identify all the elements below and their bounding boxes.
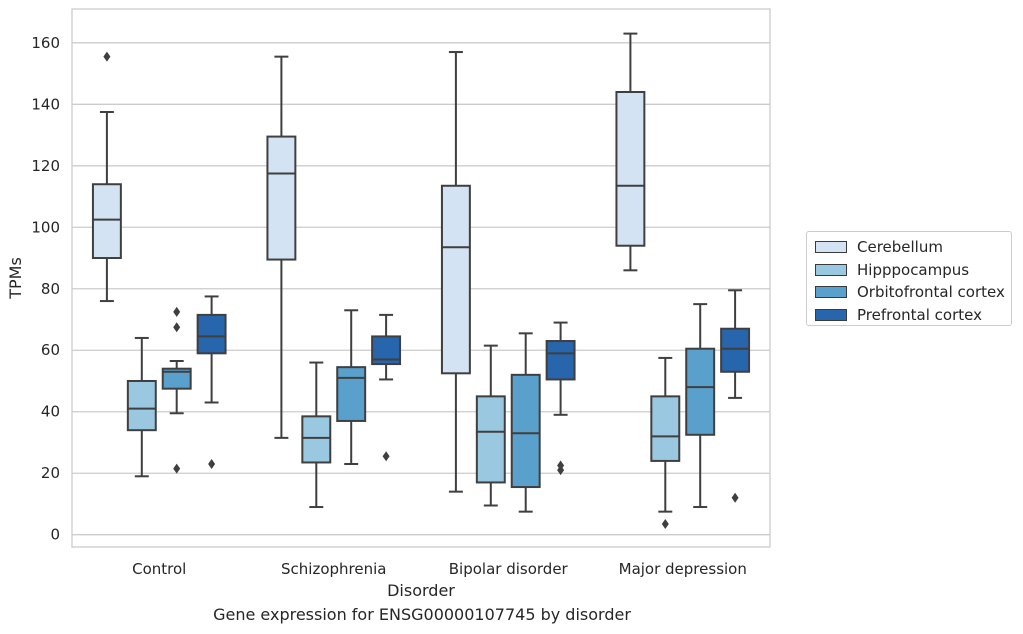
y-tick-label-120: 120 <box>31 157 60 175</box>
plot-frame <box>71 8 771 548</box>
box-cerebellum-schizophrenia <box>266 55 297 439</box>
outlier-point <box>661 518 669 529</box>
outlier-point <box>731 492 739 503</box>
legend: Cerebellum Hipppocampus Orbitofrontal co… <box>806 231 1012 326</box>
box-iqr <box>650 395 681 462</box>
x-tick-labels: Control Schizophrenia Bipolar disorder Majo… <box>132 560 747 578</box>
legend-label-orbitofrontal-cortex: Orbitofrontal cortex <box>857 283 1005 302</box>
outlier-point <box>557 465 565 476</box>
y-tick-label-160: 160 <box>31 34 60 52</box>
legend-swatch-cerebellum <box>815 241 847 254</box>
box-orbitofrontal-cortex-bipolar-disorder <box>510 332 541 513</box>
legend-item-orbitofrontal-cortex: Orbitofrontal cortex <box>815 281 1011 304</box>
box-iqr <box>440 184 471 375</box>
legend-swatch-prefrontal-cortex <box>815 308 847 321</box>
outlier-point <box>208 458 216 469</box>
chart-caption: Gene expression for ENSG00000107745 by d… <box>213 605 631 624</box>
box-hipppocampus-bipolar-disorder <box>475 344 506 507</box>
box-iqr <box>336 366 367 422</box>
y-tick-label-20: 20 <box>41 464 60 482</box>
box-iqr <box>161 367 192 390</box>
box-orbitofrontal-cortex-major-depression <box>685 303 716 509</box>
box-iqr <box>615 91 646 247</box>
x-tick-label-schizophrenia: Schizophrenia <box>281 560 386 578</box>
x-tick-label-major-depression: Major depression <box>619 560 747 578</box>
legend-label-hippocampus: Hipppocampus <box>857 260 970 279</box>
legend-label-cerebellum: Cerebellum <box>857 238 943 257</box>
box-prefrontal-cortex-bipolar-disorder <box>545 321 576 476</box>
box-prefrontal-cortex-schizophrenia <box>371 313 402 462</box>
box-iqr <box>266 135 297 261</box>
box-hipppocampus-schizophrenia <box>301 361 332 509</box>
box-iqr <box>91 183 122 260</box>
y-axis-label: TPMs <box>6 257 25 300</box>
legend-item-cerebellum: Cerebellum <box>815 236 1011 259</box>
legend-item-hippocampus: Hipppocampus <box>815 259 1011 282</box>
legend-label-prefrontal-cortex: Prefrontal cortex <box>857 305 982 324</box>
box-orbitofrontal-cortex-control <box>161 306 192 474</box>
y-tick-label-60: 60 <box>41 341 60 359</box>
y-tick-labels: 0 20 40 60 80 100 120 140 160 <box>31 34 60 544</box>
box-prefrontal-cortex-major-depression <box>720 289 751 503</box>
outlier-point <box>173 322 181 333</box>
x-tick-label-control: Control <box>132 560 186 578</box>
x-tick-label-bipolar-disorder: Bipolar disorder <box>449 560 569 578</box>
box-iqr <box>196 313 227 355</box>
box-iqr <box>301 415 332 464</box>
box-iqr <box>126 379 157 432</box>
y-tick-label-40: 40 <box>41 403 60 421</box>
legend-swatch-hippocampus <box>815 263 847 276</box>
box-iqr <box>545 340 576 381</box>
outlier-point <box>173 463 181 474</box>
box-iqr <box>720 327 751 373</box>
box-iqr <box>685 347 716 436</box>
outlier-point <box>103 51 111 62</box>
box-iqr <box>510 373 541 489</box>
box-cerebellum-control <box>91 51 122 303</box>
gridlines <box>72 42 770 536</box>
box-series-group <box>91 32 751 529</box>
box-prefrontal-cortex-control <box>196 295 227 469</box>
x-axis-label: Disorder <box>387 581 455 600</box>
y-tick-label-80: 80 <box>41 280 60 298</box>
box-iqr <box>475 395 506 484</box>
box-orbitofrontal-cortex-schizophrenia <box>336 309 367 465</box>
y-tick-label-100: 100 <box>31 218 60 236</box>
box-cerebellum-major-depression <box>615 32 646 272</box>
legend-item-prefrontal-cortex: Prefrontal cortex <box>815 304 1011 327</box>
legend-swatch-orbitofrontal-cortex <box>815 286 847 299</box>
outlier-point <box>173 306 181 317</box>
y-tick-label-140: 140 <box>31 95 60 113</box>
box-hipppocampus-major-depression <box>650 356 681 529</box>
outlier-point <box>382 451 390 462</box>
box-cerebellum-bipolar-disorder <box>440 51 471 493</box>
box-hipppocampus-control <box>126 336 157 478</box>
y-tick-label-0: 0 <box>50 526 60 544</box>
